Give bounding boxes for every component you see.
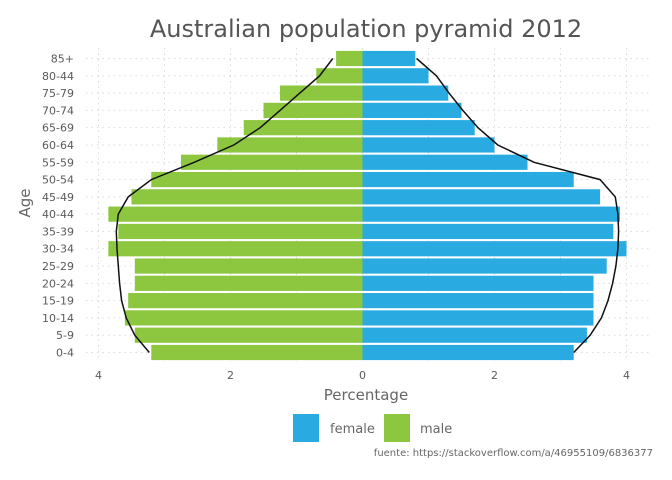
bar-female-80-44: [362, 68, 429, 84]
y-tick-label: 50-54: [42, 174, 74, 187]
y-tick-label: 70-74: [42, 104, 74, 117]
x-tick-label: 4: [95, 369, 102, 382]
bar-female-70-74: [362, 102, 462, 118]
bar-male-60-64: [217, 137, 363, 153]
bar-male-50-54: [151, 171, 363, 188]
bar-female-35-39: [362, 223, 614, 240]
source-caption: fuente: https://stackoverflow.com/a/4695…: [374, 448, 653, 459]
y-tick-label: 45-49: [42, 191, 74, 204]
y-tick-label: 15-19: [42, 295, 74, 308]
curve-right: [416, 57, 620, 354]
y-tick-label: 85+: [51, 53, 74, 66]
bar-female-20-24: [362, 275, 594, 291]
bar-female-75-79: [362, 85, 449, 101]
bar-male-85+: [336, 50, 363, 67]
bar-female-10-14: [362, 310, 594, 326]
y-tick-label: 25-29: [42, 260, 74, 273]
bar-male-30-34: [108, 241, 363, 257]
y-tick-label: 35-39: [42, 225, 74, 238]
bar-female-50-54: [362, 171, 574, 188]
y-tick-label: 30-34: [42, 243, 74, 256]
y-tick-label: 40-44: [42, 208, 74, 221]
bar-male-70-74: [263, 102, 363, 118]
y-tick-labels: 0-4 5-9 10-14 15-19 20-24 25-29 30-34 35-39 40-4…: [42, 53, 74, 360]
y-tick-label: 5-9: [56, 329, 74, 342]
y-tick-label: 10-14: [42, 312, 74, 325]
bar-male-40-44: [108, 206, 363, 222]
legend-label-male: male: [420, 422, 452, 437]
bar-male-0-4: [151, 344, 363, 361]
bar-female-45-49: [362, 189, 601, 205]
y-tick-label: 75-79: [42, 87, 74, 100]
bar-male-65-69: [243, 120, 363, 136]
bar-female-40-44: [362, 206, 620, 222]
bar-female-85+: [362, 50, 416, 67]
bar-female-65-69: [362, 120, 475, 136]
chart-title: Australian population pyramid 2012: [150, 15, 582, 43]
y-tick-label: 20-24: [42, 277, 74, 290]
bar-female-55-59: [362, 154, 528, 170]
bar-male-5-9: [134, 327, 363, 343]
bar-female-25-29: [362, 258, 607, 274]
curve-left: [115, 58, 334, 353]
legend-label-female: female: [330, 422, 375, 437]
x-tick-label: 2: [491, 369, 498, 382]
y-tick-label: 60-64: [42, 139, 74, 152]
x-tick-label: 2: [227, 369, 234, 382]
y-tick-label: 55-59: [42, 156, 74, 169]
legend-swatch-male: [384, 414, 410, 442]
bar-female-0-4: [362, 344, 574, 361]
x-tick-label: 0: [359, 369, 366, 382]
y-tick-label: 80-44: [42, 70, 74, 83]
curve-layer: [115, 57, 620, 354]
y-tick-label: 0-4: [56, 347, 74, 360]
legend-swatch-female: [293, 414, 319, 442]
bar-male-35-39: [118, 223, 363, 240]
y-axis-label: Age: [16, 188, 34, 217]
bar-female-60-64: [362, 137, 495, 153]
bars-layer: [108, 50, 627, 361]
bar-male-15-19: [128, 293, 363, 309]
bar-female-30-34: [362, 241, 627, 257]
x-tick-labels: 4 2 0 2 4: [95, 369, 630, 382]
bar-male-55-59: [181, 154, 363, 170]
bar-male-25-29: [134, 258, 363, 274]
legend: female male: [293, 414, 452, 442]
bar-female-5-9: [362, 327, 587, 343]
bar-male-80-44: [316, 68, 363, 84]
bar-female-15-19: [362, 293, 594, 309]
x-tick-label: 4: [623, 369, 630, 382]
bar-male-75-79: [280, 85, 363, 101]
bar-male-45-49: [131, 189, 363, 205]
x-axis-label: Percentage: [324, 386, 408, 404]
bar-male-20-24: [134, 275, 363, 291]
y-tick-label: 65-69: [42, 122, 74, 135]
bar-male-10-14: [124, 310, 363, 326]
